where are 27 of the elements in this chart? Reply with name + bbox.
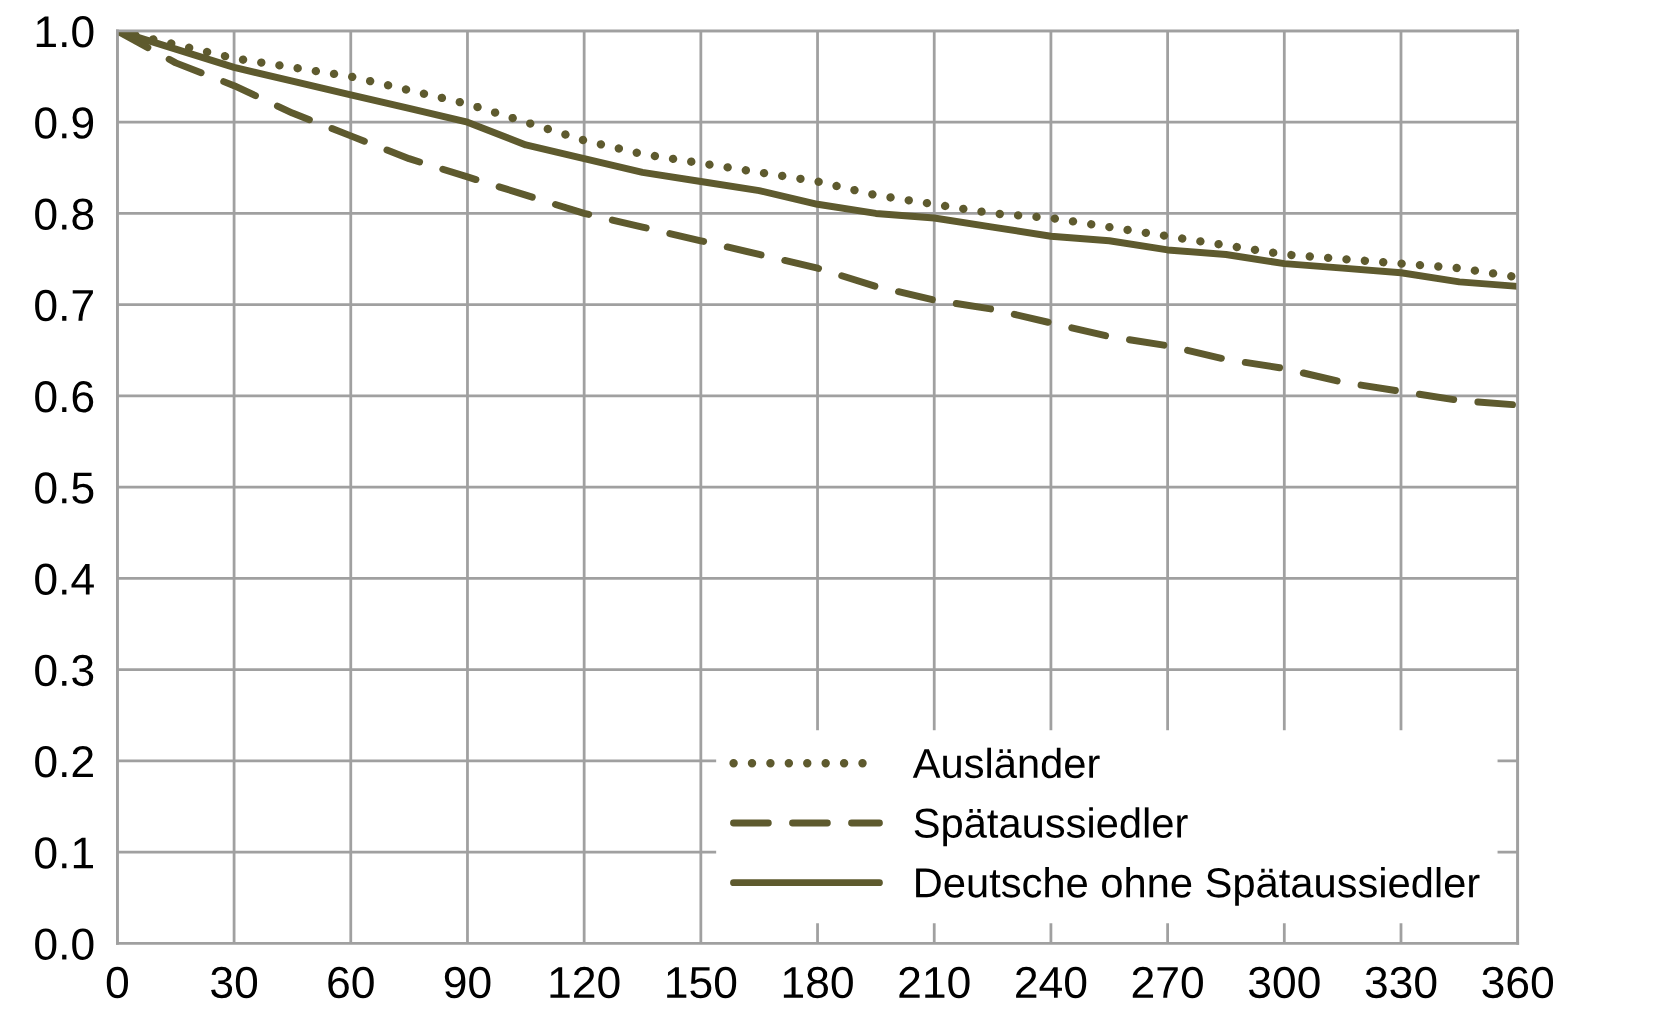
legend-label: Spätaussiedler [914, 807, 1188, 847]
y-tick-label: 0.6 [35, 380, 94, 413]
y-tick-label: 1.0 [36, 16, 94, 48]
x-tick-label: 120 [550, 966, 620, 999]
legend-label: Deutsche ohne Spätaussiedler [916, 867, 1480, 906]
y-tick-label: 0.9 [35, 107, 94, 139]
legend-label: Ausländer [912, 747, 1100, 779]
x-tick-label: 150 [667, 966, 737, 999]
x-tick-label: 60 [328, 966, 374, 999]
x-tick-label: 0 [106, 966, 129, 999]
x-tick-label: 330 [1365, 966, 1437, 999]
y-tick-label: 0.5 [35, 472, 94, 504]
x-tick-label: 360 [1482, 966, 1554, 999]
x-tick-label: 210 [899, 966, 970, 999]
x-tick-label: 180 [783, 966, 853, 999]
x-tick-label: 240 [1016, 966, 1087, 999]
y-tick-label: 0.3 [35, 654, 94, 687]
y-tick-label: 0.2 [35, 745, 93, 778]
y-tick-label: 0.4 [35, 563, 94, 595]
y-tick-label: 0.8 [35, 198, 94, 230]
x-tick-label: 30 [211, 966, 258, 999]
y-tick-label: 0.7 [35, 289, 93, 322]
y-tick-label: 0.0 [35, 928, 94, 960]
x-tick-label: 270 [1132, 966, 1203, 999]
y-tick-label: 0.1 [35, 837, 93, 869]
x-tick-label: 300 [1248, 966, 1320, 999]
x-tick-label: 90 [444, 966, 491, 999]
